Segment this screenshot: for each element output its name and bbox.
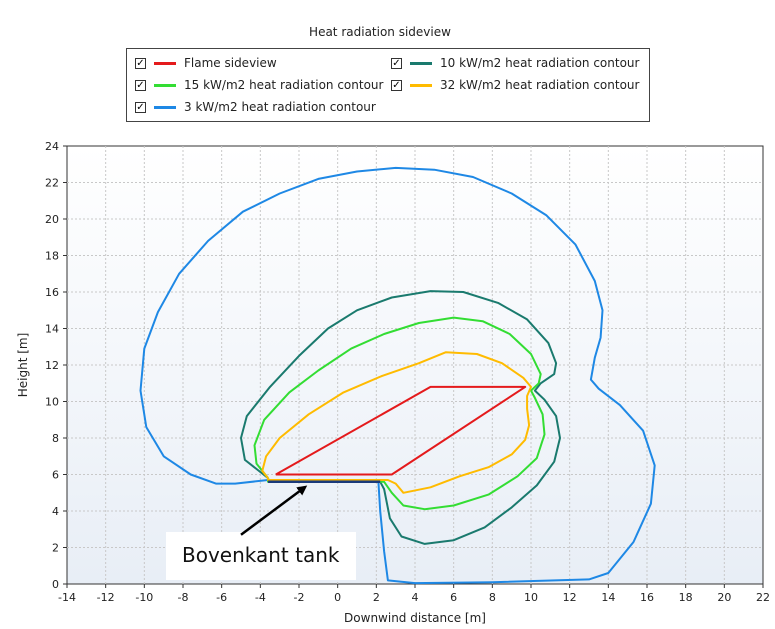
legend-label: 10 kW/m2 heat radiation contour <box>440 56 640 70</box>
y-tick-label: 14 <box>45 323 59 336</box>
legend-checkbox[interactable]: ✓ <box>135 101 146 113</box>
legend-entry-3kw[interactable]: ✓ 3 kW/m2 heat radiation contour <box>135 99 376 115</box>
legend-checkbox[interactable]: ✓ <box>135 57 146 69</box>
x-tick-label: -10 <box>135 591 153 604</box>
y-tick-label: 24 <box>45 140 59 153</box>
legend-entry-flame[interactable]: ✓ Flame sideview <box>135 55 277 71</box>
x-tick-label: 6 <box>450 591 457 604</box>
x-tick-label: 12 <box>563 591 577 604</box>
series-10-kw-m2-heat-radiation-contour <box>240 290 561 545</box>
legend-swatch <box>410 61 432 65</box>
x-tick-label: 20 <box>717 591 731 604</box>
x-tick-label: 0 <box>334 591 341 604</box>
x-tick-label: 22 <box>756 591 770 604</box>
legend-swatch <box>154 61 176 65</box>
y-tick-label: 18 <box>45 250 59 263</box>
annotation-label: Bovenkant tank <box>182 543 340 567</box>
legend-entry-15kw[interactable]: ✓ 15 kW/m2 heat radiation contour <box>135 77 383 93</box>
y-tick-label: 20 <box>45 213 59 226</box>
series-group <box>139 166 656 585</box>
y-tick-label: 8 <box>52 432 59 445</box>
legend-swatch <box>410 83 432 87</box>
legend-checkbox[interactable]: ✓ <box>391 57 402 69</box>
x-tick-label: -6 <box>216 591 227 604</box>
legend: ✓ Flame sideview ✓ 10 kW/m2 heat radiati… <box>126 48 650 122</box>
x-tick-label: -12 <box>97 591 115 604</box>
legend-checkbox[interactable]: ✓ <box>135 79 146 91</box>
y-axis-label: Height [m] <box>16 333 30 398</box>
legend-label: 3 kW/m2 heat radiation contour <box>184 100 376 114</box>
y-tick-label: 4 <box>52 505 59 518</box>
legend-swatch <box>154 105 176 109</box>
x-tick-label: 10 <box>524 591 538 604</box>
x-tick-label: -8 <box>178 591 189 604</box>
series-15-kw-m2-heat-radiation-contour <box>253 316 546 511</box>
x-tick-label: 2 <box>373 591 380 604</box>
y-tick-label: 6 <box>52 469 59 482</box>
legend-swatch <box>154 83 176 87</box>
series-flame-sideview <box>275 385 527 476</box>
annotation-background <box>166 532 356 580</box>
x-tick-label: -14 <box>58 591 76 604</box>
legend-label: 32 kW/m2 heat radiation contour <box>440 78 640 92</box>
x-axis: -14 -12 -10 -8 -6 -4 -2 0 2 4 6 8 10 12 14 16 18 20 22 <box>58 584 770 604</box>
y-tick-label: 0 <box>52 578 59 591</box>
y-tick-label: 22 <box>45 177 59 190</box>
x-tick-label: -2 <box>294 591 305 604</box>
y-tick-label: 16 <box>45 286 59 299</box>
x-tick-label: 4 <box>412 591 419 604</box>
legend-label: 15 kW/m2 heat radiation contour <box>184 78 384 92</box>
legend-checkbox[interactable]: ✓ <box>391 79 402 91</box>
x-axis-label: Downwind distance [m] <box>344 611 486 625</box>
x-tick-label: 16 <box>640 591 654 604</box>
y-tick-label: 2 <box>52 542 59 555</box>
legend-entry-32kw[interactable]: ✓ 32 kW/m2 heat radiation contour <box>391 77 639 93</box>
series-32-kw-m2-heat-radiation-contour <box>261 351 532 494</box>
series-3-kw-m2-heat-radiation-contour <box>139 166 656 585</box>
x-tick-label: -4 <box>255 591 266 604</box>
x-tick-label: 18 <box>679 591 693 604</box>
x-tick-label: 8 <box>489 591 496 604</box>
y-tick-label: 12 <box>45 359 59 372</box>
x-tick-label: 14 <box>601 591 615 604</box>
y-tick-label: 10 <box>45 396 59 409</box>
legend-label: Flame sideview <box>184 56 277 70</box>
legend-entry-10kw[interactable]: ✓ 10 kW/m2 heat radiation contour <box>391 55 639 71</box>
chart-title: Heat radiation sideview <box>309 25 451 39</box>
